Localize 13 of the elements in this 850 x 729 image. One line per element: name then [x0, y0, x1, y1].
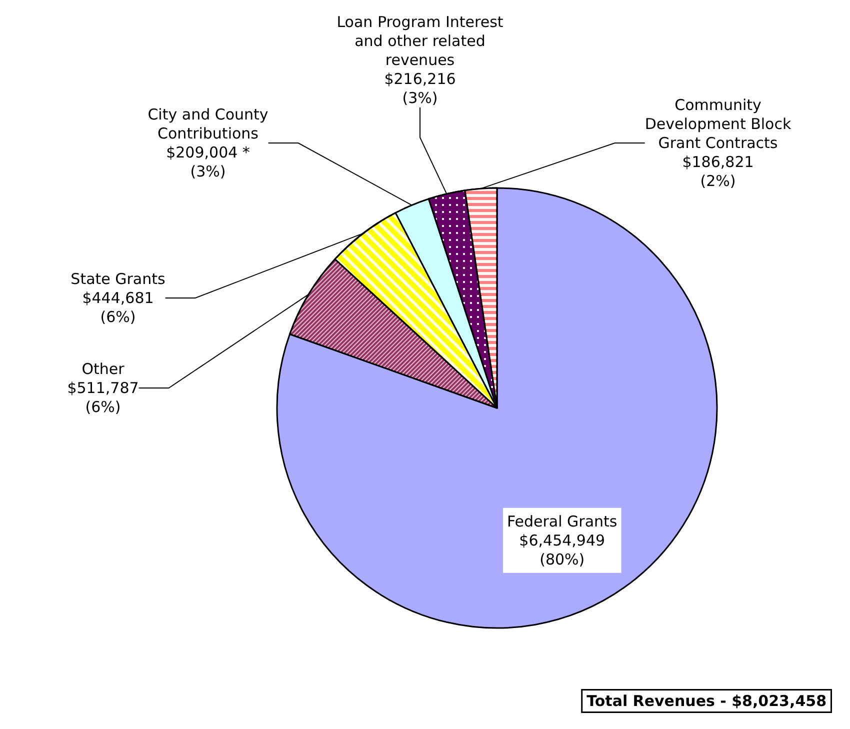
data-label: $6,454,949 (80%)	[519, 531, 606, 568]
data-label: $209,004 * (3%)	[166, 144, 250, 180]
data-label: $511,787 (6%)	[67, 379, 139, 416]
slice-label: Community Development Block Grant Contracts	[644, 96, 792, 152]
data-label: $216,216 (3%)	[384, 70, 456, 107]
slice-label: Other	[82, 360, 126, 378]
slice-label: Loan Program Interest and other related revenues	[336, 13, 504, 69]
text: Total Revenues - $8,023,458	[586, 692, 827, 710]
slice-label: City and County Contributions	[148, 106, 268, 142]
slice-label: State Grants	[70, 270, 166, 288]
slice-label: Federal Grants	[506, 512, 618, 530]
data-label: $186,821 (2%)	[682, 153, 754, 190]
data-label: $444,681 (6%)	[82, 289, 154, 326]
